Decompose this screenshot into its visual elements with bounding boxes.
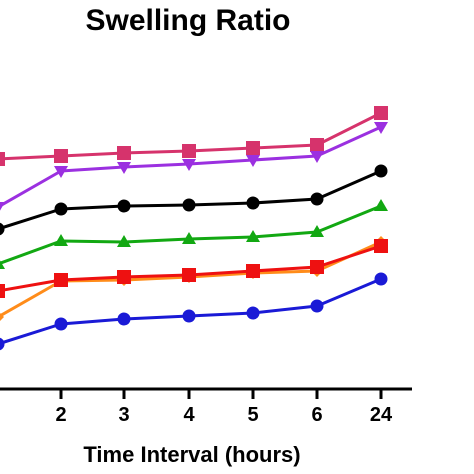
series-6-point-1 bbox=[0, 284, 5, 298]
series-1-point-1 bbox=[0, 152, 5, 166]
series-3-point-6 bbox=[310, 192, 324, 206]
series-2-point-4 bbox=[182, 159, 196, 171]
chart-title: Swelling Ratio bbox=[85, 4, 290, 37]
x-tick-label-6: 6 bbox=[311, 404, 322, 426]
series-6-point-7 bbox=[374, 239, 388, 253]
series-1 bbox=[0, 106, 388, 166]
x-tick-label-4: 4 bbox=[183, 404, 195, 426]
series-4-point-2 bbox=[54, 234, 68, 246]
series-4-point-3 bbox=[117, 235, 131, 247]
series-3 bbox=[0, 164, 388, 236]
series-4-point-7 bbox=[374, 199, 388, 211]
series-1-point-5 bbox=[246, 141, 260, 155]
series-7 bbox=[0, 272, 388, 351]
series-2 bbox=[0, 122, 388, 211]
series-4-point-4 bbox=[182, 232, 196, 244]
x-ticks: 2 3 4 5 6 24 bbox=[55, 389, 393, 426]
series-4-point-6 bbox=[310, 225, 324, 237]
series-6-point-2 bbox=[54, 273, 68, 287]
series-2-point-5 bbox=[246, 155, 260, 167]
series-7-point-3 bbox=[117, 312, 131, 326]
series-1-point-3 bbox=[117, 146, 131, 160]
series-4 bbox=[0, 199, 388, 269]
series-4-point-1 bbox=[0, 260, 5, 269]
series-3-point-1 bbox=[0, 222, 5, 236]
series-2-point-6 bbox=[310, 151, 324, 163]
x-tick-label-24: 24 bbox=[370, 404, 393, 426]
series-3-point-2 bbox=[54, 202, 68, 216]
series-6-point-3 bbox=[117, 270, 131, 284]
series-7-point-4 bbox=[182, 309, 196, 323]
series-layer bbox=[0, 106, 388, 351]
series-3-point-7 bbox=[374, 164, 388, 178]
x-tick-label-2: 2 bbox=[55, 404, 66, 426]
series-1-point-4 bbox=[182, 144, 196, 158]
x-tick-label-5: 5 bbox=[247, 404, 258, 426]
x-tick-label-3: 3 bbox=[118, 404, 129, 426]
series-3-point-4 bbox=[182, 198, 196, 212]
series-2-point-7 bbox=[374, 122, 388, 134]
series-7-point-7 bbox=[374, 272, 388, 286]
series-1-point-7 bbox=[374, 106, 388, 120]
series-7-point-5 bbox=[246, 306, 260, 320]
series-6 bbox=[0, 239, 388, 298]
series-2-point-2 bbox=[54, 166, 68, 178]
series-6-point-4 bbox=[182, 268, 196, 282]
series-6-point-6 bbox=[310, 260, 324, 274]
series-2-point-1 bbox=[0, 202, 5, 211]
x-axis-label: Time Interval (hours) bbox=[83, 442, 300, 467]
series-1-point-6 bbox=[310, 138, 324, 152]
series-5-point-1 bbox=[0, 313, 4, 321]
series-4-point-5 bbox=[246, 230, 260, 242]
series-1-point-2 bbox=[54, 149, 68, 163]
series-3-point-3 bbox=[117, 199, 131, 213]
series-2-point-3 bbox=[117, 162, 131, 174]
series-7-point-1 bbox=[0, 337, 5, 351]
series-7-point-6 bbox=[310, 299, 324, 313]
series-6-point-5 bbox=[246, 264, 260, 278]
series-3-point-5 bbox=[246, 196, 260, 210]
series-7-point-2 bbox=[54, 317, 68, 331]
